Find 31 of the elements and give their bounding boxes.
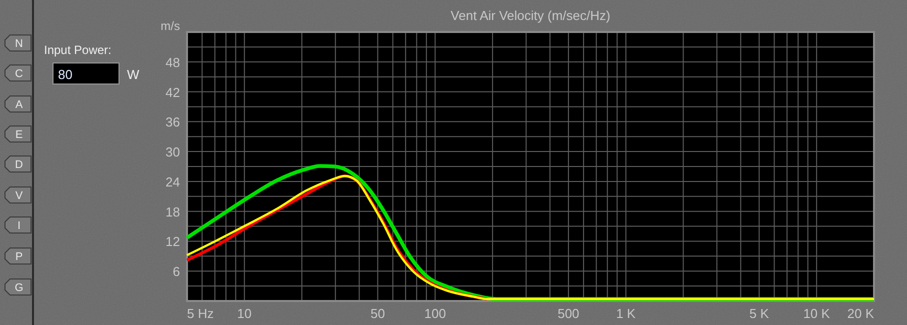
x-tick-label: 500 bbox=[558, 306, 580, 321]
text: E bbox=[15, 129, 23, 141]
text: W bbox=[127, 67, 140, 82]
x-tick-label: 5 Hz bbox=[187, 306, 214, 321]
y-axis-title: m/s bbox=[160, 19, 180, 33]
text: G bbox=[14, 282, 24, 294]
text: N bbox=[15, 38, 24, 50]
x-tick-label: 100 bbox=[424, 306, 446, 321]
y-tick-label: 12 bbox=[166, 234, 180, 250]
x-tick-label: 20 K bbox=[847, 306, 874, 321]
y-tick-label: 6 bbox=[172, 264, 180, 280]
x-tick-label: 10 K bbox=[803, 306, 830, 321]
text: V bbox=[15, 190, 24, 202]
text: A bbox=[15, 99, 24, 111]
text: C bbox=[15, 68, 24, 80]
text: 80 bbox=[58, 67, 72, 82]
y-tick-label: 30 bbox=[166, 144, 180, 160]
text: Input Power: bbox=[44, 43, 112, 57]
x-tick-label: 50 bbox=[370, 306, 385, 321]
x-tick-label: 5 K bbox=[749, 306, 770, 321]
y-tick-label: 36 bbox=[166, 114, 180, 130]
y-tick-label: 24 bbox=[166, 174, 180, 190]
chart-title: Vent Air Velocity (m/sec/Hz) bbox=[450, 8, 610, 23]
text: P bbox=[15, 251, 23, 263]
y-tick-label: 48 bbox=[166, 54, 180, 70]
x-tick-label: 10 bbox=[237, 306, 252, 321]
y-tick-label: 18 bbox=[166, 204, 180, 220]
text: D bbox=[15, 159, 24, 171]
y-tick-label: 42 bbox=[166, 84, 180, 100]
x-tick-label: 1 K bbox=[616, 306, 636, 321]
text: I bbox=[17, 220, 21, 232]
